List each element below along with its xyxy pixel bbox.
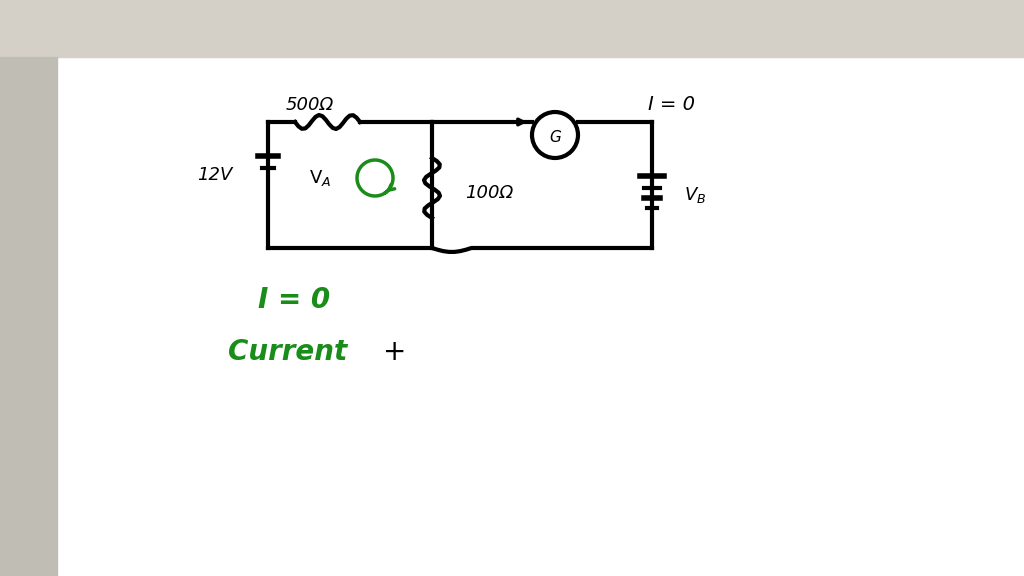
Text: +: +	[383, 338, 407, 366]
Text: Current: Current	[228, 338, 347, 366]
Text: I = 0: I = 0	[648, 96, 695, 115]
Text: I = 0: I = 0	[258, 286, 330, 314]
Bar	[0, 57, 57, 576]
Text: G: G	[549, 130, 561, 145]
Text: 500Ω: 500Ω	[286, 96, 334, 114]
Text: V$_A$: V$_A$	[309, 168, 331, 188]
Text: V$_B$: V$_B$	[684, 185, 707, 205]
Text: 12V: 12V	[197, 166, 232, 184]
Bar	[175, 60, 874, 510]
Text: 100Ω: 100Ω	[465, 184, 513, 202]
Bar	[0, 0, 1024, 57]
